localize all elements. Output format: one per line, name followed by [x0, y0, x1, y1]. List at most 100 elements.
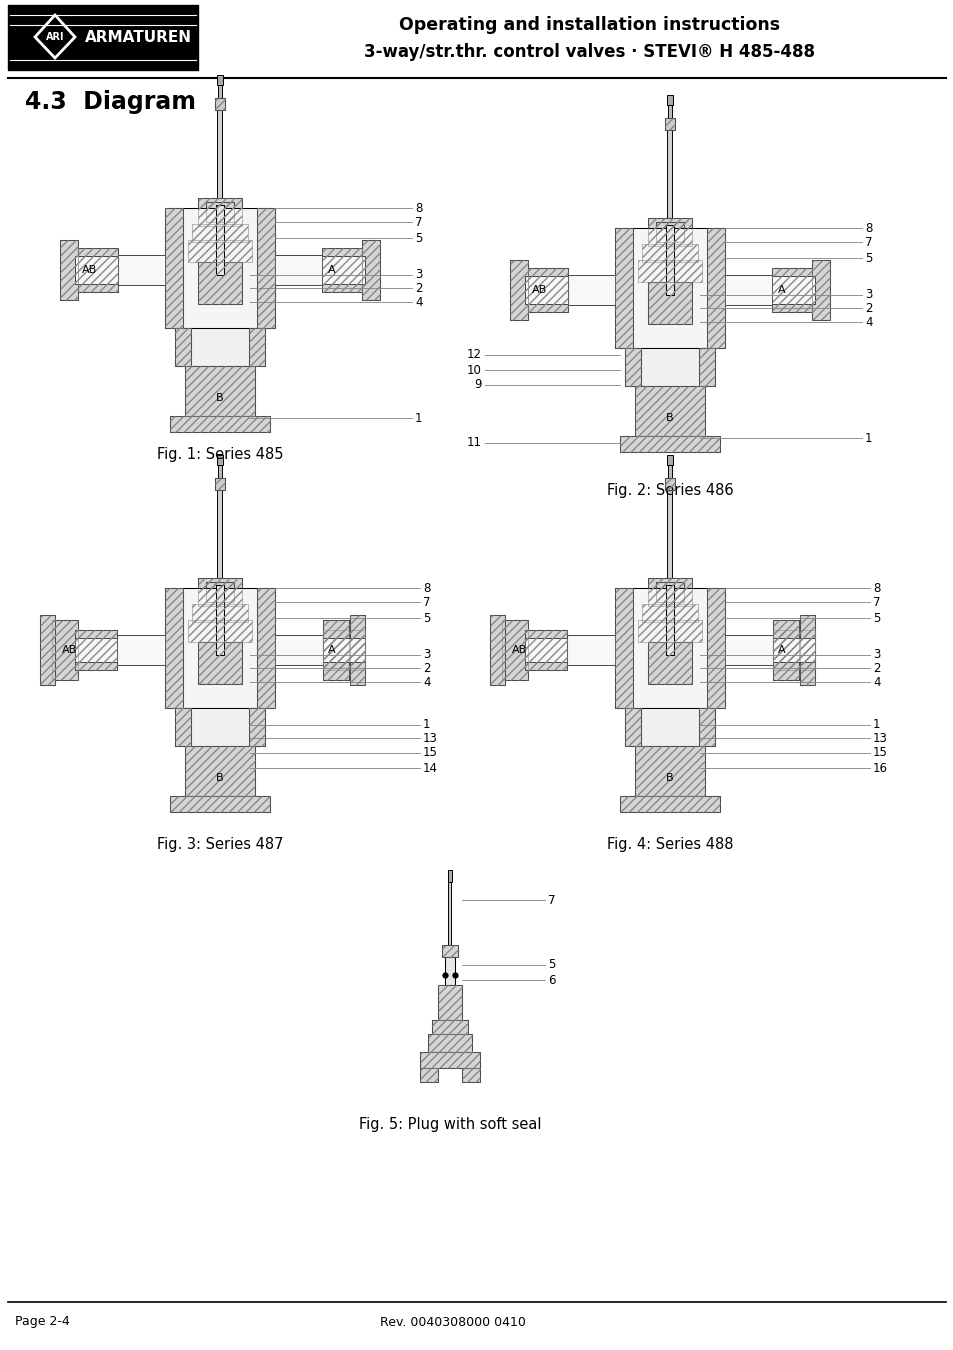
Text: 16: 16: [872, 761, 887, 775]
Bar: [656, 582, 683, 602]
Bar: [490, 616, 504, 684]
Bar: [419, 1052, 479, 1068]
Bar: [323, 639, 365, 662]
Bar: [638, 261, 701, 282]
Bar: [772, 620, 799, 680]
Bar: [249, 328, 265, 366]
Bar: [699, 707, 714, 747]
Bar: [361, 240, 379, 300]
Bar: [647, 643, 691, 684]
Text: 3: 3: [415, 269, 422, 282]
Bar: [656, 221, 683, 242]
Bar: [75, 639, 117, 662]
Bar: [60, 240, 78, 300]
Text: 8: 8: [422, 582, 430, 594]
Bar: [615, 228, 633, 348]
Bar: [214, 99, 225, 109]
Bar: [323, 620, 349, 680]
Bar: [666, 455, 672, 464]
Bar: [501, 620, 527, 680]
Bar: [811, 261, 829, 320]
Bar: [432, 1021, 468, 1034]
Bar: [198, 643, 242, 684]
Text: 1: 1: [864, 432, 872, 444]
Bar: [216, 455, 223, 464]
Bar: [218, 85, 222, 100]
Bar: [198, 578, 242, 606]
Bar: [256, 208, 274, 328]
Bar: [174, 707, 191, 747]
Bar: [772, 639, 814, 662]
Bar: [174, 707, 191, 747]
Bar: [772, 620, 799, 680]
Bar: [699, 348, 714, 386]
Bar: [198, 198, 242, 225]
Bar: [165, 208, 183, 328]
Bar: [170, 796, 270, 811]
Bar: [198, 643, 242, 684]
Bar: [192, 224, 248, 242]
Bar: [724, 275, 814, 305]
Bar: [635, 747, 704, 796]
Bar: [441, 945, 457, 957]
Bar: [619, 436, 720, 452]
Text: 15: 15: [872, 747, 887, 760]
Bar: [419, 1052, 479, 1068]
Bar: [615, 589, 633, 707]
Bar: [706, 228, 724, 348]
Bar: [214, 478, 225, 490]
Bar: [510, 261, 527, 320]
Bar: [706, 589, 724, 707]
Bar: [217, 109, 222, 205]
Text: AB: AB: [532, 285, 547, 296]
Text: 2: 2: [422, 662, 430, 675]
Bar: [441, 945, 457, 957]
Bar: [75, 256, 118, 284]
Bar: [724, 634, 814, 666]
Text: 6: 6: [547, 973, 555, 987]
Bar: [198, 198, 242, 225]
Bar: [635, 386, 704, 436]
Bar: [647, 282, 691, 324]
Bar: [214, 478, 225, 490]
Text: Fig. 3: Series 487: Fig. 3: Series 487: [156, 837, 283, 852]
Text: 9: 9: [474, 378, 481, 392]
Text: 2: 2: [415, 282, 422, 294]
Text: 7: 7: [415, 216, 422, 228]
Bar: [461, 1068, 479, 1081]
Bar: [323, 630, 365, 670]
Bar: [52, 620, 78, 680]
Bar: [323, 630, 365, 670]
Text: 7: 7: [864, 235, 872, 248]
Bar: [170, 416, 270, 432]
Text: 7: 7: [422, 595, 430, 609]
Bar: [274, 255, 365, 285]
Bar: [188, 240, 252, 262]
Text: A: A: [778, 645, 785, 655]
Text: Page 2-4: Page 2-4: [15, 1315, 70, 1328]
Text: Operating and installation instructions: Operating and installation instructions: [399, 16, 780, 34]
Bar: [75, 630, 117, 670]
Bar: [624, 348, 640, 386]
Bar: [188, 620, 252, 643]
Text: 8: 8: [864, 221, 871, 235]
Text: 5: 5: [547, 958, 555, 972]
Bar: [771, 275, 814, 304]
Bar: [165, 589, 183, 707]
Bar: [428, 1034, 472, 1052]
Bar: [428, 1034, 472, 1052]
Bar: [641, 244, 698, 262]
Text: 4: 4: [864, 316, 872, 328]
Text: 2: 2: [864, 301, 872, 315]
Bar: [165, 208, 183, 328]
Polygon shape: [35, 15, 75, 58]
Bar: [165, 208, 274, 328]
Text: 11: 11: [467, 436, 481, 450]
Bar: [78, 248, 118, 292]
Bar: [437, 986, 461, 1021]
Bar: [619, 796, 720, 811]
Text: 5: 5: [864, 251, 871, 265]
Bar: [174, 328, 265, 366]
Bar: [647, 217, 691, 246]
Bar: [350, 616, 365, 684]
